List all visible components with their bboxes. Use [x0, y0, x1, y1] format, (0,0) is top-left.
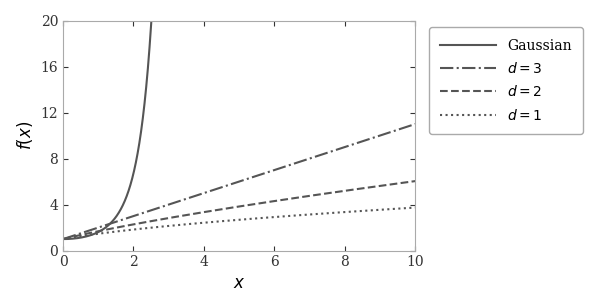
- $d = 2$: [59, 237, 67, 241]
- Gaussian: [115, 211, 122, 214]
- $d = 2$: [271, 199, 278, 203]
- X-axis label: $x$: $x$: [233, 275, 245, 292]
- $d = 1$: [124, 228, 131, 232]
- $d = 3$: [124, 216, 131, 220]
- $d = 2$: [322, 192, 329, 195]
- $d = 2$: [412, 179, 419, 183]
- $d = 3$: [271, 168, 278, 172]
- Line: Gaussian: Gaussian: [63, 21, 151, 239]
- $d = 1$: [412, 206, 419, 209]
- $d = 1$: [59, 237, 67, 241]
- $d = 1$: [349, 210, 356, 213]
- Line: $d = 1$: $d = 1$: [63, 208, 415, 239]
- $d = 1$: [322, 212, 329, 215]
- Gaussian: [148, 20, 155, 23]
- Gaussian: [122, 197, 130, 200]
- $d = 3$: [59, 237, 67, 241]
- $d = 1$: [271, 215, 278, 219]
- $d = 3$: [322, 151, 329, 155]
- $d = 3$: [349, 143, 356, 146]
- Gaussian: [134, 154, 141, 158]
- Gaussian: [59, 237, 67, 241]
- $d = 2$: [349, 188, 356, 192]
- $d = 1$: [289, 214, 296, 218]
- $d = 3$: [194, 193, 201, 197]
- $d = 2$: [289, 196, 296, 200]
- $d = 1$: [194, 221, 201, 225]
- $d = 3$: [289, 162, 296, 166]
- Gaussian: [98, 228, 106, 232]
- $d = 2$: [194, 211, 201, 215]
- Legend: Gaussian, $d = 3$, $d = 2$, $d = 1$: Gaussian, $d = 3$, $d = 2$, $d = 1$: [429, 27, 583, 134]
- Line: $d = 2$: $d = 2$: [63, 181, 415, 239]
- Gaussian: [126, 186, 133, 190]
- Y-axis label: $f(x)$: $f(x)$: [15, 121, 35, 150]
- Line: $d = 3$: $d = 3$: [63, 124, 415, 239]
- $d = 2$: [124, 224, 131, 227]
- Gaussian: [94, 231, 101, 235]
- $d = 3$: [412, 122, 419, 126]
